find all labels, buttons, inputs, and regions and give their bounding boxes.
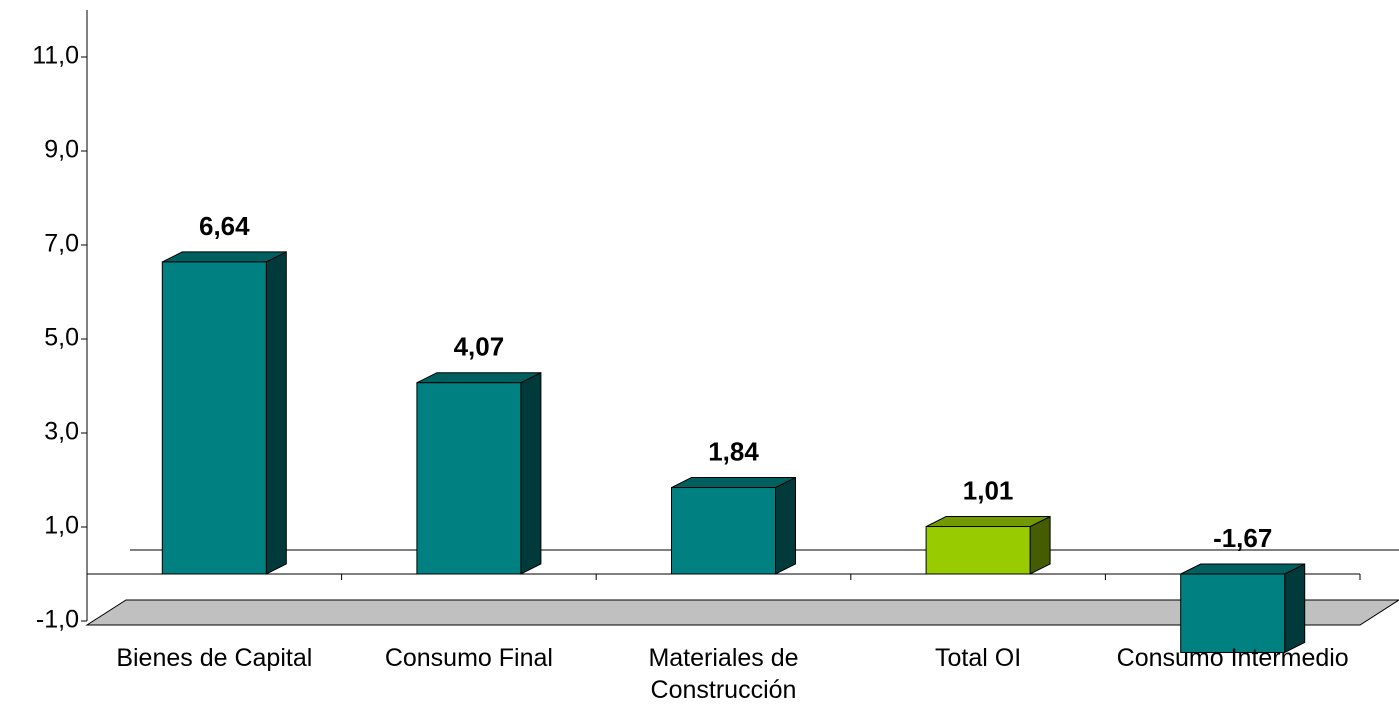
- y-tick-label: 7,0: [44, 230, 79, 258]
- bar-top: [162, 252, 286, 262]
- bar: [926, 527, 1030, 574]
- bar-side: [521, 373, 541, 574]
- value-label: 1,01: [963, 475, 1014, 505]
- bar-top: [417, 373, 541, 383]
- y-tick-label: 5,0: [44, 324, 79, 352]
- bar-side: [776, 478, 796, 574]
- x-tick-label: Bienes de Capital: [89, 642, 339, 674]
- bar: [672, 488, 776, 574]
- y-tick-label: 11,0: [32, 42, 79, 70]
- x-tick-label: Materiales de Construcción: [599, 642, 849, 706]
- x-tick-label: Consumo Final: [344, 642, 594, 674]
- chart-page: -1,0 1,0 3,0 5,0 7,0 9,0 11,0 6,64 4,07 1,84 1,01 -…: [0, 0, 1399, 715]
- y-tick-label: 3,0: [44, 418, 79, 446]
- x-tick-label: Consumo Intermedio: [1108, 642, 1358, 674]
- bar-side: [266, 252, 286, 574]
- y-tick-label: 1,0: [44, 512, 79, 540]
- value-label: 1,84: [708, 436, 759, 466]
- x-tick-label: Total OI: [853, 642, 1103, 674]
- chart: -1,0 1,0 3,0 5,0 7,0 9,0 11,0 6,64 4,07 1,84 1,01 -…: [0, 0, 1399, 715]
- value-label: 6,64: [199, 211, 250, 241]
- value-label: 4,07: [454, 332, 505, 362]
- bar: [162, 262, 266, 574]
- bar-top: [672, 478, 796, 488]
- bar: [1181, 574, 1285, 652]
- bar: [417, 383, 521, 574]
- y-tick-label: 9,0: [44, 136, 79, 164]
- y-tick-label: -1,0: [36, 606, 79, 634]
- value-label: -1,67: [1213, 523, 1272, 553]
- bar-top: [926, 517, 1050, 527]
- bar-side: [1285, 564, 1305, 652]
- bar-top: [1181, 564, 1305, 574]
